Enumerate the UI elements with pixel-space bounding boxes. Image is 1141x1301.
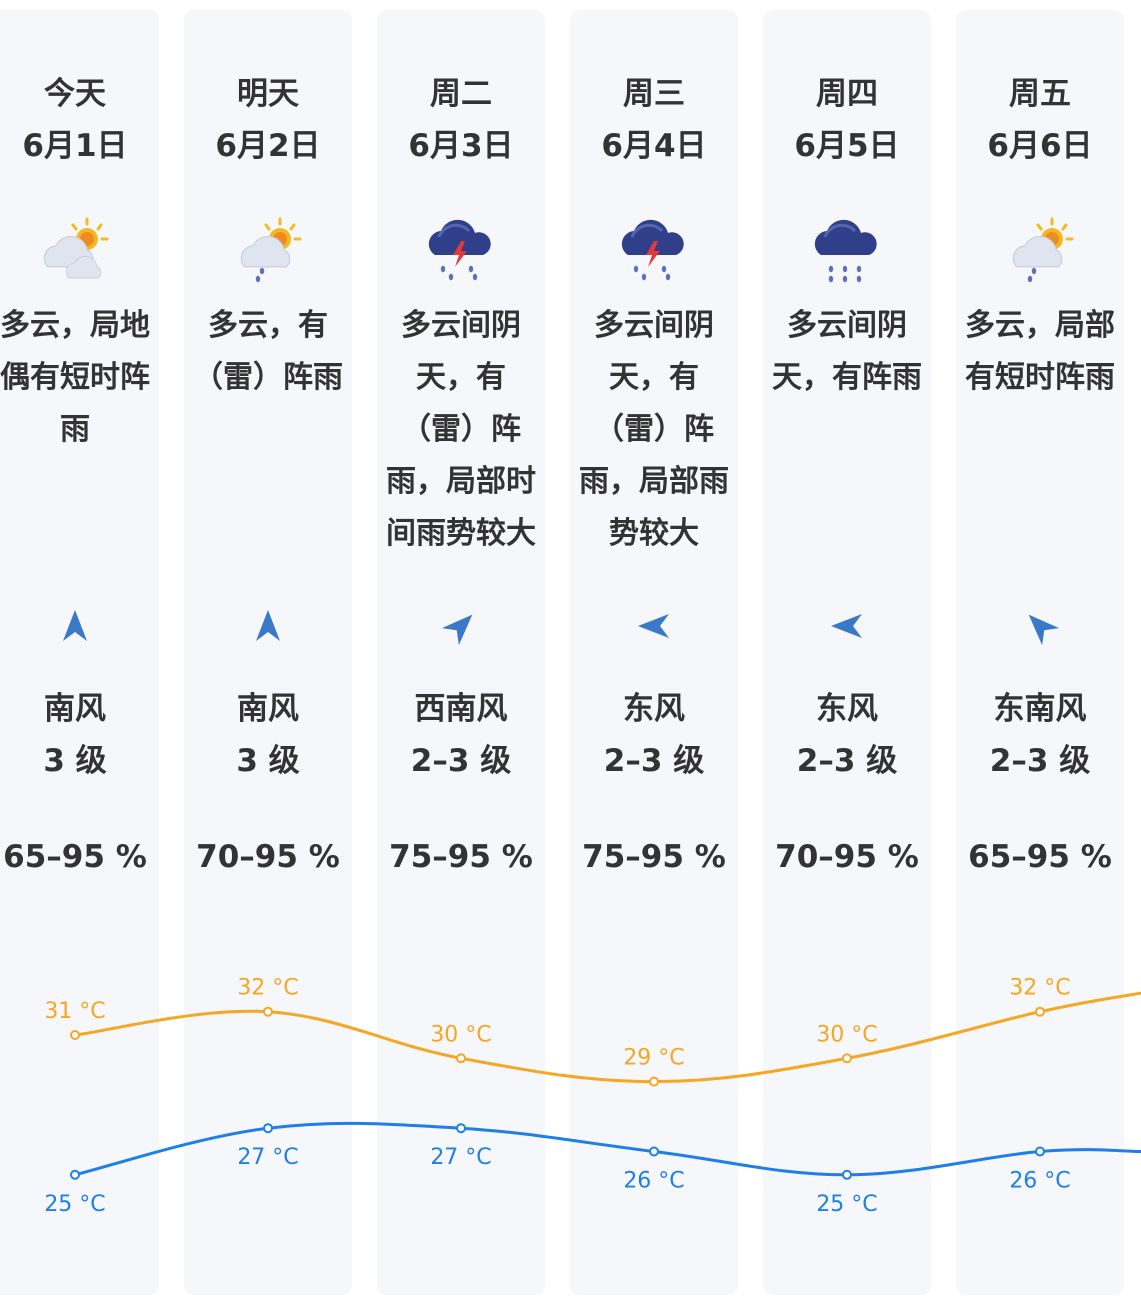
temperature-chart: 31 °C 32 °C 30 °C 29 °C 30 °C 32 °C 25 °C 27 °C…	[44, 976, 1141, 1217]
weather-description: 多云，有（雷）阵雨	[193, 308, 343, 395]
high-temp-line	[74, 991, 1141, 1084]
day-label: 周五	[1009, 76, 1071, 112]
date-label: 6月1日	[22, 128, 128, 164]
forecast-day-card: 周五 6月6日 多云，局部有短时阵雨东南风 2–3 级 65–95 %	[956, 10, 1124, 1295]
low-temp-point	[842, 1169, 852, 1180]
day-label: 周二	[430, 76, 492, 112]
wind-level: 2–3 级	[410, 743, 512, 779]
low-temp-point	[1035, 1146, 1045, 1157]
wind-level: 2–3 级	[796, 743, 898, 779]
wind-direction: 东风	[623, 691, 685, 727]
weather-description: 多云间阴天，有（雷）阵雨，局部雨势较大	[579, 308, 729, 551]
low-temp-label: 26 °C	[623, 1169, 684, 1194]
low-temp-label: 27 °C	[430, 1145, 491, 1170]
weather-description: 多云间阴天，有阵雨	[772, 308, 922, 395]
low-temp-point	[649, 1146, 659, 1157]
partly-cloudy-icon	[35, 215, 115, 285]
wind-arrow-northeast-icon	[441, 606, 481, 646]
wind-arrow-west-icon	[827, 606, 867, 646]
low-temp-point	[456, 1123, 466, 1134]
date-label: 6月4日	[601, 128, 707, 164]
forecast-day-card: 周三 6月4日多云间阴天，有（雷）阵雨，局部雨势较大东风 2–3 级 75–95 %	[570, 10, 738, 1295]
sun-cloud-rain-icon	[1000, 215, 1080, 285]
low-temp-point	[70, 1169, 80, 1180]
low-temp-label: 25 °C	[816, 1192, 877, 1217]
forecast-day-card: 明天 6月2日 多云，有（雷）阵雨南风 3 级 70–95 %	[184, 10, 352, 1295]
date-label: 6月3日	[408, 128, 514, 164]
wind-level: 2–3 级	[603, 743, 705, 779]
low-temp-label: 25 °C	[44, 1192, 105, 1217]
weather-description: 多云间阴天，有（雷）阵雨，局部时间雨势较大	[386, 308, 536, 551]
high-temp-label: 32 °C	[1009, 976, 1070, 1001]
weather-description: 多云，局部有短时阵雨	[965, 308, 1115, 395]
low-temp-line	[74, 1121, 1141, 1177]
wind-arrow-north-icon	[55, 606, 95, 646]
lightning-icon	[646, 241, 660, 267]
wind-direction: 西南风	[414, 691, 508, 727]
weather-description: 多云，局地偶有短时阵雨	[0, 308, 150, 447]
humidity-range: 65–95 %	[968, 839, 1112, 875]
high-temp-label: 30 °C	[430, 1022, 491, 1047]
day-label: 周三	[623, 76, 685, 112]
high-temp-label: 32 °C	[237, 976, 298, 1001]
forecast-day-card: 周二 6月3日多云间阴天，有（雷）阵雨，局部时间雨势较大西南风 2–3 级 75–95…	[377, 10, 545, 1295]
high-temp-point	[456, 1053, 466, 1064]
wind-arrow-north-icon	[248, 606, 288, 646]
sun-cloud-rain-icon	[228, 215, 308, 285]
wind-direction: 东南风	[993, 691, 1087, 727]
date-label: 6月5日	[794, 128, 900, 164]
thunderstorm-icon	[614, 215, 694, 285]
wind-level: 3 级	[43, 743, 107, 779]
low-temp-point	[263, 1123, 273, 1134]
humidity-range: 75–95 %	[582, 839, 726, 875]
wind-direction: 南风	[237, 691, 299, 727]
day-label: 今天	[44, 76, 106, 112]
date-label: 6月6日	[987, 128, 1093, 164]
wind-level: 3 级	[236, 743, 300, 779]
humidity-range: 70–95 %	[196, 839, 340, 875]
day-label: 明天	[237, 76, 299, 112]
humidity-range: 70–95 %	[775, 839, 919, 875]
humidity-range: 75–95 %	[389, 839, 533, 875]
forecast-day-card: 周四 6月5日多云间阴天，有阵雨东风 2–3 级 70–95 %	[763, 10, 931, 1295]
humidity-range: 65–95 %	[3, 839, 147, 875]
date-label: 6月2日	[215, 128, 321, 164]
wind-direction: 南风	[44, 691, 106, 727]
high-temp-point	[263, 1006, 273, 1017]
high-temp-label: 29 °C	[623, 1046, 684, 1071]
low-temp-label: 27 °C	[237, 1145, 298, 1170]
high-temp-point	[70, 1030, 80, 1040]
lightning-icon	[453, 241, 467, 267]
high-temp-label: 30 °C	[816, 1022, 877, 1047]
high-temp-point	[842, 1053, 852, 1064]
wind-direction: 东风	[816, 691, 878, 727]
high-temp-point	[649, 1076, 659, 1087]
low-temp-label: 26 °C	[1009, 1169, 1070, 1194]
high-temp-label: 31 °C	[44, 999, 105, 1024]
forecast-day-card: 今天 6月1日 多云，局地偶有短时阵雨南风 3 级 65–95 %	[0, 10, 159, 1295]
thunderstorm-icon	[421, 215, 501, 285]
rain-cloud-icon	[807, 215, 887, 285]
wind-arrow-northwest-icon	[1020, 606, 1060, 646]
wind-level: 2–3 级	[989, 743, 1091, 779]
high-temp-point	[1035, 1006, 1045, 1017]
day-label: 周四	[816, 76, 878, 112]
wind-arrow-west-icon	[634, 606, 674, 646]
